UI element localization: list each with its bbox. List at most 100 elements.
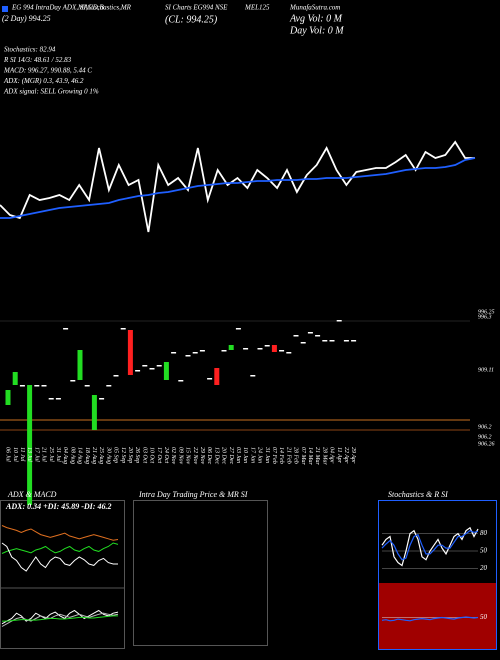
candle [163, 362, 169, 380]
candle [351, 340, 357, 342]
series-line [1, 542, 119, 554]
x-tick-label: 30 Aug [105, 446, 111, 464]
x-tick-label: 21 Jul [41, 447, 47, 462]
x-tick-label: 04 Aug [62, 447, 69, 464]
x-tick-label: 18 Aug [84, 447, 90, 464]
candle [77, 350, 83, 380]
candle [135, 370, 141, 372]
y-tick-label: 50 [480, 613, 488, 621]
x-tick-label: 14 Aug [77, 447, 84, 464]
candle [307, 332, 313, 334]
candle [243, 348, 249, 350]
indicator: MACD: 996.27, 990.88, 5.44 C [3, 67, 92, 75]
candle [257, 348, 263, 350]
candle [91, 395, 97, 430]
x-tick-label: 02 Nov [170, 447, 176, 465]
indicator: ADX: (MGR) 0.3, 43.9, 46.2 [3, 77, 84, 85]
x-tick-label: 17 Jul [33, 447, 39, 462]
x-tick-label: 11 Jul [19, 447, 25, 462]
candle [120, 328, 126, 330]
candle [55, 398, 61, 400]
volume: Day Vol: 0 M [289, 25, 344, 36]
header-text: SI Charts EG994 NSE [165, 4, 228, 12]
panel-label: ADX: 0.34 +DI: 45.89 -DI: 46.2 [5, 502, 111, 511]
x-tick-label: 14 Feb [278, 447, 285, 464]
candle [343, 340, 349, 342]
x-tick-label: 22 Apr [343, 447, 349, 464]
candle [293, 335, 299, 337]
candle [315, 335, 321, 337]
candle [156, 365, 162, 367]
candle [99, 398, 105, 400]
x-tick-label: 10 Jan [242, 447, 248, 463]
price-label: 996.25 [478, 309, 495, 315]
series-line [0, 157, 476, 219]
y-tick-label: 50 [480, 547, 488, 555]
panel-frame [133, 500, 268, 646]
x-tick-label: 07 Mar [300, 447, 306, 465]
header-text: MunafaSutra.com [289, 4, 340, 12]
candle [19, 385, 25, 387]
candle [12, 372, 18, 385]
series-line [381, 530, 479, 561]
candle [250, 375, 256, 377]
x-tick-label: 21 Aug [91, 447, 97, 464]
x-tick-label: 21 Mar [314, 447, 320, 465]
rsi-background [378, 583, 497, 650]
candle [336, 320, 342, 322]
candle [5, 390, 11, 405]
candle [41, 385, 47, 387]
x-tick-label: 17 Oct [156, 447, 162, 463]
y-tick-label: 80 [480, 529, 488, 537]
x-tick-label: 08 Aug [69, 447, 75, 464]
x-tick-label: 20 Sep [127, 447, 133, 463]
candle [178, 380, 184, 382]
candle [63, 328, 69, 330]
candle [235, 328, 241, 330]
x-tick-label: 25 Aug [98, 447, 104, 464]
candle [207, 378, 213, 380]
x-tick-label: 06 Jul [5, 447, 11, 462]
series-line [1, 612, 119, 627]
candle [48, 398, 54, 400]
x-tick-label: 28 Feb [293, 447, 299, 464]
candle [185, 355, 191, 357]
series-line [1, 542, 118, 572]
indicator: R SI 14/3: 48.61 / 52.83 [3, 56, 72, 64]
x-tick-label: 28 Mar [321, 447, 327, 465]
candle [171, 352, 177, 354]
x-tick-label: 06 Dec [206, 447, 212, 464]
y-tick-label: 20 [480, 564, 488, 572]
panel-title: Stochastics & R SI [388, 490, 448, 499]
candle [106, 385, 112, 387]
x-tick-label: 12 Sep [120, 447, 126, 463]
indicator: Stochastics: 82.94 [4, 46, 56, 54]
candle [84, 385, 90, 387]
candle [192, 352, 198, 354]
price-label: 996.3 [478, 314, 492, 320]
candle [322, 340, 328, 342]
series-line [0, 140, 475, 233]
price-label: 906.2 [478, 434, 492, 440]
x-tick-label: 03 Oct [141, 447, 147, 463]
x-tick-label: 31 Jul [55, 446, 61, 462]
header-text: EG 994 IntraDay ADX,MACD,B [11, 4, 105, 12]
price-label: 909.11 [478, 367, 494, 373]
x-tick-label: 24 Jan [257, 447, 264, 463]
header-text: MEL125 [244, 4, 270, 12]
series-line [2, 615, 118, 622]
candle [228, 345, 234, 350]
candle [27, 385, 33, 505]
candle [127, 330, 133, 375]
candle [199, 350, 205, 352]
x-tick-label: 21 Feb [285, 447, 291, 464]
series-line [381, 526, 479, 567]
panel-frame [0, 500, 125, 649]
logo [2, 6, 8, 12]
series-line [1, 525, 119, 541]
x-tick-label: 26 Sep [134, 447, 140, 463]
candle [70, 380, 76, 382]
x-tick-label: 31 Jan [264, 446, 270, 463]
x-tick-label: 10 Oct [149, 447, 155, 463]
